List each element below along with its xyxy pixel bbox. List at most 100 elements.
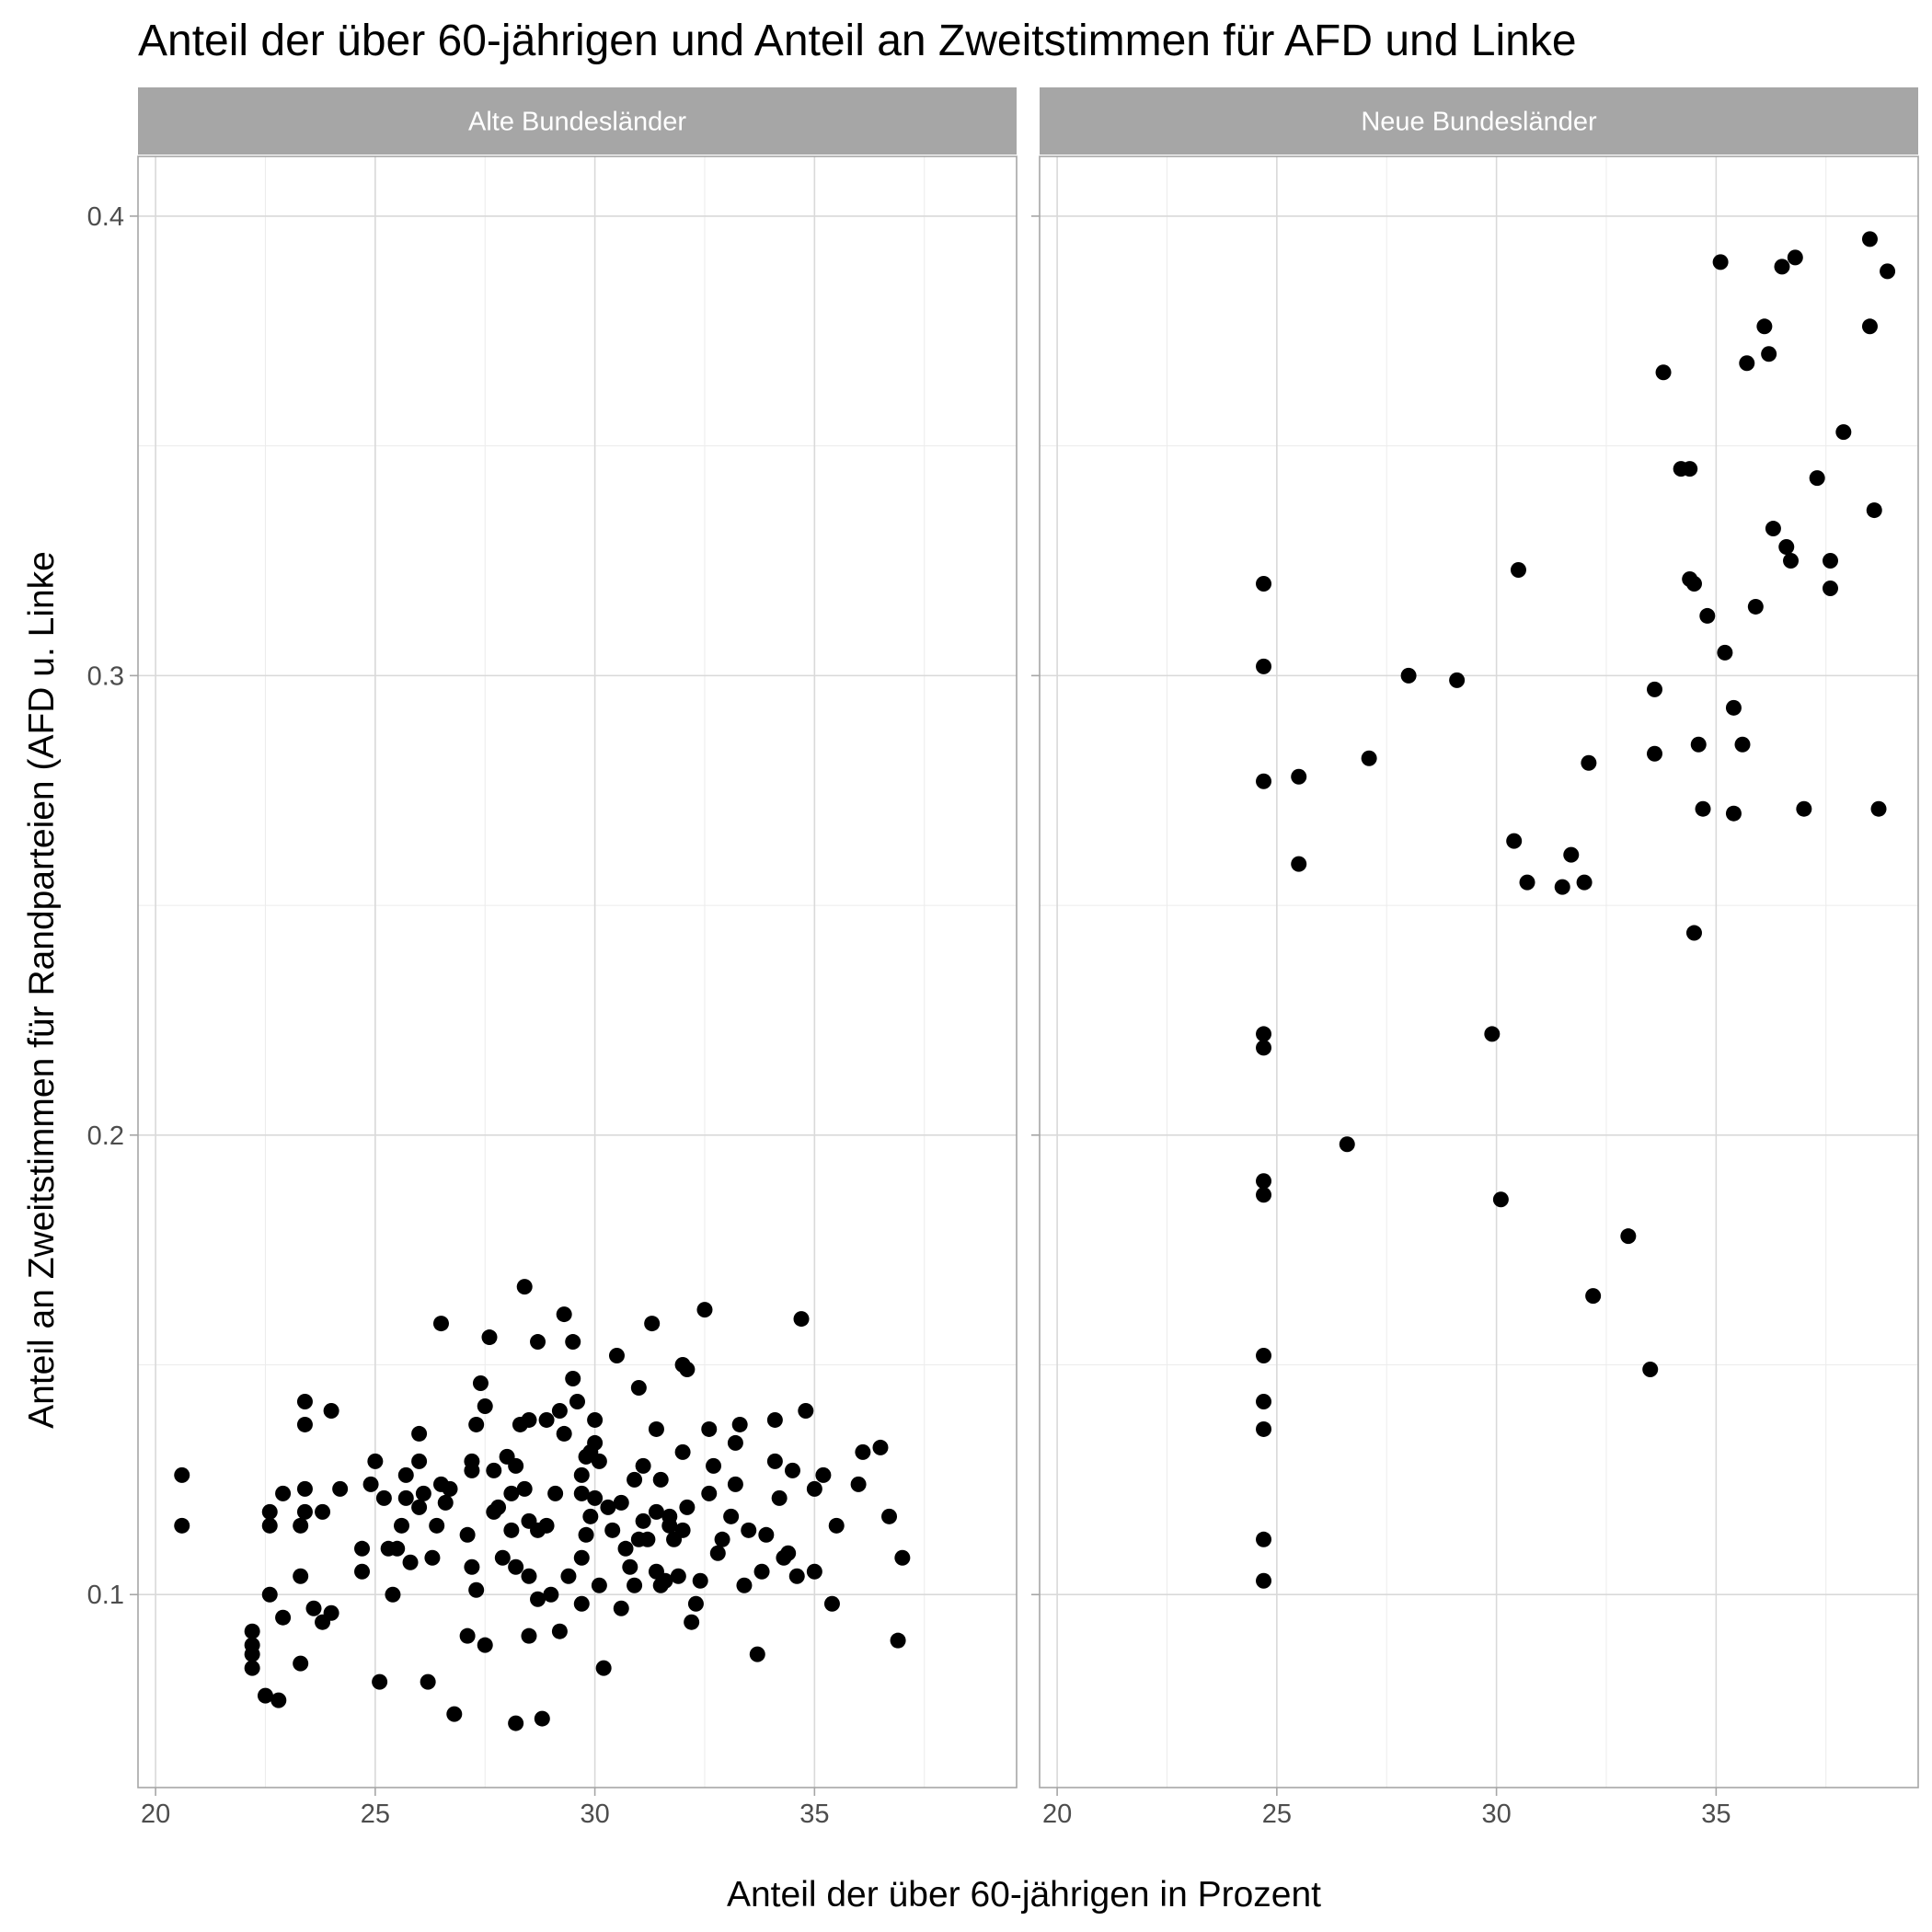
data-point-neue: [1685, 575, 1702, 592]
data-point-neue: [1682, 461, 1698, 477]
data-point-alte: [591, 1453, 607, 1469]
data-point-alte: [244, 1660, 260, 1676]
data-point-neue: [1823, 553, 1838, 569]
data-point-alte: [714, 1531, 730, 1547]
data-point-alte: [684, 1614, 700, 1630]
data-point-alte: [648, 1503, 664, 1520]
data-point-alte: [402, 1554, 419, 1570]
data-point-neue: [1866, 502, 1882, 519]
chart-title: Anteil der über 60-jährigen und Anteil a…: [138, 17, 1577, 65]
data-point-neue: [1699, 607, 1716, 624]
data-point-alte: [758, 1526, 775, 1543]
data-point-neue: [1339, 1136, 1355, 1153]
data-point-neue: [1765, 521, 1781, 537]
data-point-alte: [823, 1595, 840, 1612]
data-point-alte: [573, 1485, 590, 1501]
data-point-alte: [766, 1453, 783, 1469]
data-point-alte: [595, 1660, 612, 1676]
data-point-alte: [389, 1540, 406, 1557]
y-tick-label: 0.3: [87, 661, 124, 691]
data-point-alte: [503, 1522, 520, 1538]
data-point-alte: [275, 1485, 292, 1501]
data-point-alte: [639, 1531, 656, 1547]
data-point-alte: [788, 1568, 805, 1584]
data-point-alte: [486, 1462, 502, 1478]
data-point-alte: [850, 1476, 867, 1492]
data-point-neue: [1774, 259, 1790, 275]
data-point-alte: [468, 1581, 485, 1598]
data-point-alte: [613, 1494, 629, 1511]
facet-strip-alte: [138, 87, 1017, 155]
data-point-neue: [1291, 768, 1307, 785]
data-point-alte: [727, 1476, 743, 1492]
data-point-neue: [1796, 800, 1812, 817]
data-point-neue: [1835, 424, 1852, 441]
data-point-alte: [587, 1489, 604, 1506]
data-point-alte: [565, 1334, 581, 1351]
data-point-neue: [1256, 1531, 1272, 1547]
data-point-alte: [723, 1508, 740, 1524]
data-point-neue: [1510, 561, 1526, 578]
data-point-alte: [613, 1600, 629, 1616]
data-point-alte: [551, 1623, 568, 1639]
data-point-neue: [1256, 1040, 1272, 1056]
data-point-alte: [293, 1517, 309, 1534]
data-point-neue: [1778, 539, 1795, 556]
data-point-alte: [530, 1334, 546, 1351]
data-point-alte: [855, 1443, 871, 1460]
data-point-alte: [503, 1485, 520, 1501]
data-point-alte: [894, 1549, 911, 1566]
panel-border-alte: [137, 155, 1018, 1788]
data-point-neue: [1717, 644, 1733, 661]
data-point-neue: [1809, 470, 1825, 487]
facet-panel-alte: Alte Bundesländer 20 25 30 35 0.1 0.2 0.3 0.4: [87, 87, 1018, 1829]
data-point-alte: [674, 1443, 691, 1460]
data-point-alte: [600, 1499, 616, 1515]
data-point-neue: [1861, 318, 1878, 335]
data-point-neue: [1256, 1572, 1272, 1589]
data-point-alte: [459, 1627, 476, 1644]
data-point-alte: [635, 1457, 651, 1474]
data-point-alte: [411, 1425, 428, 1442]
data-point-alte: [784, 1462, 800, 1478]
data-point-alte: [731, 1416, 748, 1432]
data-point-alte: [521, 1568, 537, 1584]
data-point-alte: [604, 1522, 621, 1538]
data-point-neue: [1576, 874, 1593, 891]
data-point-alte: [411, 1453, 428, 1469]
data-point-alte: [459, 1526, 476, 1543]
data-point-neue: [1620, 1228, 1637, 1245]
data-point-alte: [648, 1420, 664, 1437]
data-point-alte: [367, 1453, 384, 1469]
data-point-alte: [323, 1402, 339, 1419]
data-point-neue: [1256, 658, 1272, 674]
data-point-alte: [587, 1411, 604, 1428]
data-point-neue: [1739, 355, 1755, 372]
data-point-alte: [630, 1379, 647, 1396]
facet-strip-neue: [1040, 87, 1918, 155]
data-point-alte: [296, 1393, 313, 1409]
data-point-alte: [627, 1577, 643, 1593]
data-point-neue: [1685, 925, 1702, 941]
data-point-neue: [1256, 1420, 1272, 1437]
data-point-neue: [1449, 672, 1466, 688]
data-point-alte: [508, 1558, 524, 1575]
data-point-neue: [1783, 553, 1800, 569]
data-point-neue: [1256, 1393, 1272, 1409]
data-point-neue: [1506, 833, 1523, 849]
data-point-neue: [1519, 874, 1535, 891]
data-point-alte: [828, 1517, 845, 1534]
data-point-alte: [521, 1411, 537, 1428]
data-point-alte: [578, 1526, 594, 1543]
data-point-alte: [569, 1393, 585, 1409]
data-point-alte: [477, 1397, 493, 1414]
data-point-alte: [543, 1586, 559, 1603]
data-point-alte: [293, 1655, 309, 1672]
data-point-alte: [275, 1609, 292, 1626]
data-point-alte: [432, 1316, 449, 1332]
data-point-neue: [1880, 263, 1896, 280]
data-point-neue: [1756, 318, 1773, 335]
data-point-alte: [780, 1545, 797, 1561]
data-point-alte: [481, 1329, 498, 1346]
data-point-neue: [1747, 598, 1764, 615]
